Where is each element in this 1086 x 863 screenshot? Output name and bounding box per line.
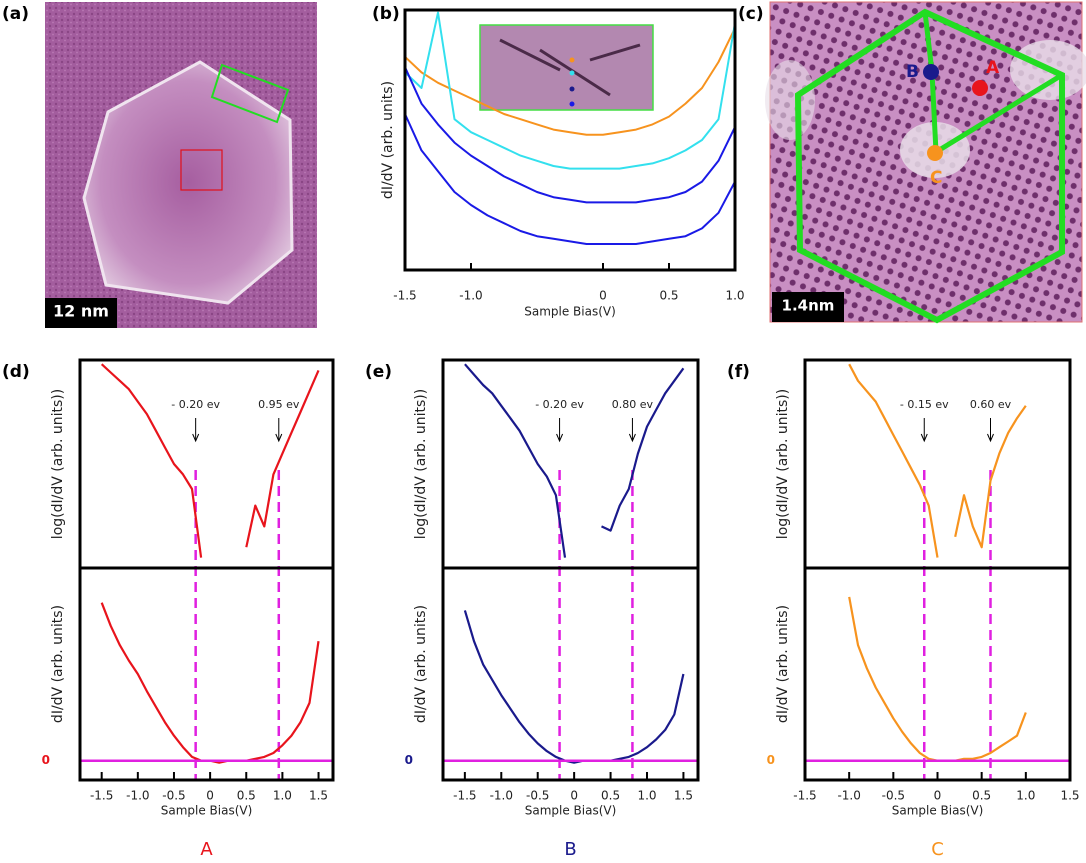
spectrum-line xyxy=(404,27,736,136)
spectrum-line xyxy=(848,596,1027,762)
panel-label: (c) xyxy=(738,4,764,24)
annotation-arrowhead xyxy=(192,433,200,443)
y-tick-label: 0 xyxy=(767,753,775,767)
x-axis-label: Sample Bias(V) xyxy=(161,804,253,818)
x-axis-label: Sample Bias(V) xyxy=(524,305,616,319)
x-tick-label: -1.5 xyxy=(90,789,113,803)
caption: C xyxy=(931,839,944,860)
annotation: - 0.20 ev xyxy=(171,398,220,411)
x-tick-label: 0 xyxy=(599,289,607,303)
panel-label: (e) xyxy=(365,362,392,382)
x-tick-label: 1.0 xyxy=(273,789,292,803)
spectrum-line xyxy=(404,113,736,245)
x-tick-label: 0.5 xyxy=(659,289,678,303)
stm-image-c: B A C 1.4nm xyxy=(765,1,1086,324)
y-axis-label: dI/dV (arb. units) xyxy=(413,605,429,723)
x-tick-label: -1.0 xyxy=(459,289,482,303)
plot-frame xyxy=(403,8,737,272)
y-axis-label: log(dI/dV (arb. units)) xyxy=(413,389,429,539)
x-tick-label: 0 xyxy=(206,789,214,803)
site-label: A xyxy=(986,58,1000,78)
y-axis-label: dI/dV (arb. units) xyxy=(380,81,396,199)
x-tick-label: 1.5 xyxy=(309,789,328,803)
y-axis-label: log(dI/dV (arb. units)) xyxy=(775,389,791,539)
annotation: 0.80 ev xyxy=(612,398,654,411)
annotation: - 0.20 ev xyxy=(535,398,584,411)
x-tick-label: 0.5 xyxy=(972,789,991,803)
spectrum-line xyxy=(464,363,685,558)
scale-bar-label: 12 nm xyxy=(53,302,109,321)
x-axis-label: Sample Bias(V) xyxy=(892,804,984,818)
scale-bar-label: 1.4nm xyxy=(782,297,835,315)
plot-frame xyxy=(441,358,700,782)
y-axis-label: dI/dV (arb. units) xyxy=(50,605,66,723)
spectrum-line xyxy=(463,610,685,764)
x-tick-label: 1.5 xyxy=(1060,789,1079,803)
caption: B xyxy=(564,839,576,860)
x-tick-label: 0 xyxy=(934,789,942,803)
annotation: - 0.15 ev xyxy=(900,398,949,411)
x-tick-label: -0.5 xyxy=(882,789,905,803)
annotation-arrowhead xyxy=(920,433,928,443)
y-axis-label: log(dI/dV (arb. units)) xyxy=(50,389,66,539)
site-label: B xyxy=(906,62,919,82)
spectrum-line xyxy=(848,363,1027,558)
x-tick-label: 1.0 xyxy=(725,289,744,303)
annotation-arrowhead xyxy=(628,433,636,443)
panel-label: (d) xyxy=(2,362,30,382)
annotation-arrowhead xyxy=(275,433,283,443)
y-tick-label: 0 xyxy=(42,753,50,767)
x-tick-label: 0.5 xyxy=(601,789,620,803)
plot-frame xyxy=(803,358,1072,782)
site-label: C xyxy=(930,168,942,188)
annotation-arrowhead xyxy=(987,433,994,443)
x-tick-label: 0 xyxy=(570,789,578,803)
x-tick-label: -1.5 xyxy=(793,789,816,803)
x-tick-label: 0.5 xyxy=(237,789,256,803)
panel-label: (a) xyxy=(2,4,29,24)
x-tick-label: 1.5 xyxy=(674,789,693,803)
x-tick-label: -1.0 xyxy=(490,789,513,803)
x-tick-label: 1.0 xyxy=(637,789,656,803)
spectrum-line xyxy=(404,66,736,204)
stm-image-a: 12 nm xyxy=(45,2,317,328)
x-tick-label: -1.0 xyxy=(837,789,860,803)
x-tick-label: -1.0 xyxy=(126,789,149,803)
y-axis-label: dI/dV (arb. units) xyxy=(775,605,791,723)
panel-label: (b) xyxy=(372,4,400,24)
y-tick-label: 0 xyxy=(405,753,413,767)
x-tick-label: 1.0 xyxy=(1016,789,1035,803)
plot-frame xyxy=(78,358,335,782)
inset-image xyxy=(479,24,654,111)
spectrum-line xyxy=(404,11,736,170)
x-axis-label: Sample Bias(V) xyxy=(525,804,617,818)
x-tick-label: -0.5 xyxy=(526,789,549,803)
x-tick-label: -1.5 xyxy=(393,289,416,303)
caption: A xyxy=(200,839,213,860)
panel-label: (f) xyxy=(727,362,750,382)
annotation: 0.60 ev xyxy=(970,398,1012,411)
x-tick-label: -1.5 xyxy=(453,789,476,803)
spectrum-line xyxy=(100,602,320,764)
annotation: 0.95 ev xyxy=(258,398,300,411)
annotation-arrowhead xyxy=(556,433,564,443)
x-tick-label: -0.5 xyxy=(162,789,185,803)
spectrum-line xyxy=(100,363,320,558)
